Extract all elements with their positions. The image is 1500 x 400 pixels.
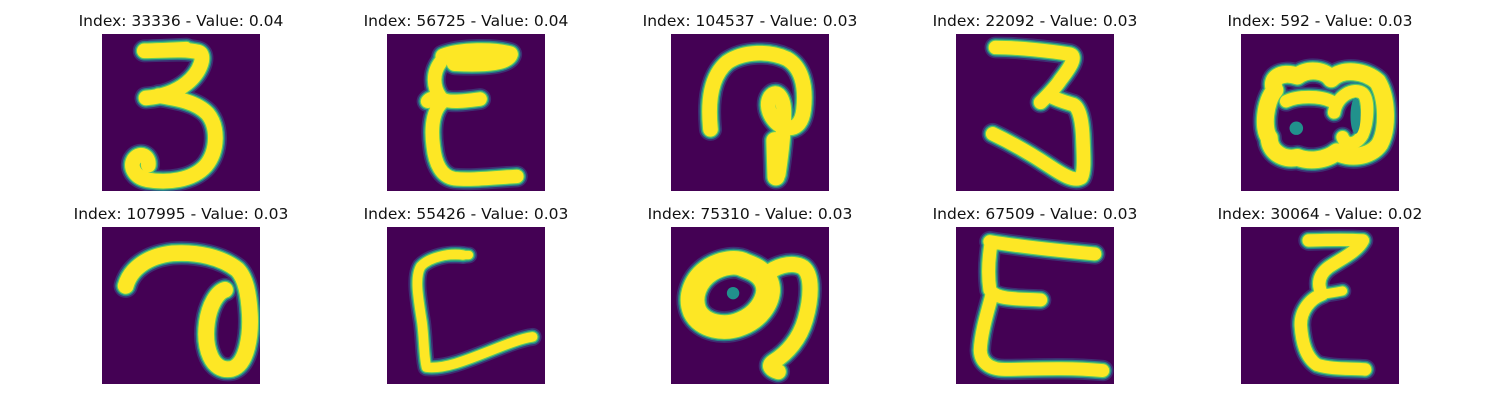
glyph-stroke <box>1279 85 1374 150</box>
digit-image <box>1241 34 1399 191</box>
glyph-stroke <box>756 256 818 380</box>
glyph-stroke <box>1256 62 1394 169</box>
panel-title: Index: 592 - Value: 0.03 <box>1227 12 1413 30</box>
glyph-stroke <box>702 45 812 182</box>
glyph-stroke <box>1315 286 1348 299</box>
digit-image <box>102 34 260 191</box>
panel-title: Index: 107995 - Value: 0.03 <box>73 205 289 223</box>
digit-image <box>387 34 545 191</box>
glyph-stroke <box>117 245 258 377</box>
panel-title: Index: 67509 - Value: 0.03 <box>932 205 1138 223</box>
panel-title: Index: 30064 - Value: 0.02 <box>1217 205 1423 223</box>
glyph-stroke <box>680 251 780 339</box>
glyph-hole <box>1350 97 1361 134</box>
panel-title: Index: 55426 - Value: 0.03 <box>363 205 569 223</box>
digit-image <box>387 227 545 384</box>
glyph-stroke <box>125 42 223 189</box>
digit-image <box>956 34 1114 191</box>
panel-title: Index: 33336 - Value: 0.04 <box>78 12 284 30</box>
glyph-stroke <box>766 132 785 186</box>
glyph-stroke <box>435 43 518 72</box>
digit-image <box>102 227 260 384</box>
panel-title: Index: 104537 - Value: 0.03 <box>642 12 858 30</box>
panel-title: Index: 75310 - Value: 0.03 <box>647 205 853 223</box>
digit-image <box>671 227 829 384</box>
glyph-hole <box>1289 121 1304 135</box>
glyph-stroke <box>420 55 524 186</box>
glyph-stroke <box>412 249 538 373</box>
digit-image <box>671 34 829 191</box>
panel-title: Index: 22092 - Value: 0.03 <box>932 12 1138 30</box>
panel-title: Index: 56725 - Value: 0.04 <box>363 12 569 30</box>
glyph-stroke <box>973 235 1110 377</box>
digit-image <box>956 227 1114 384</box>
glyph-hole <box>726 286 740 300</box>
glyph-stroke <box>985 40 1091 186</box>
digit-image <box>1241 227 1399 384</box>
